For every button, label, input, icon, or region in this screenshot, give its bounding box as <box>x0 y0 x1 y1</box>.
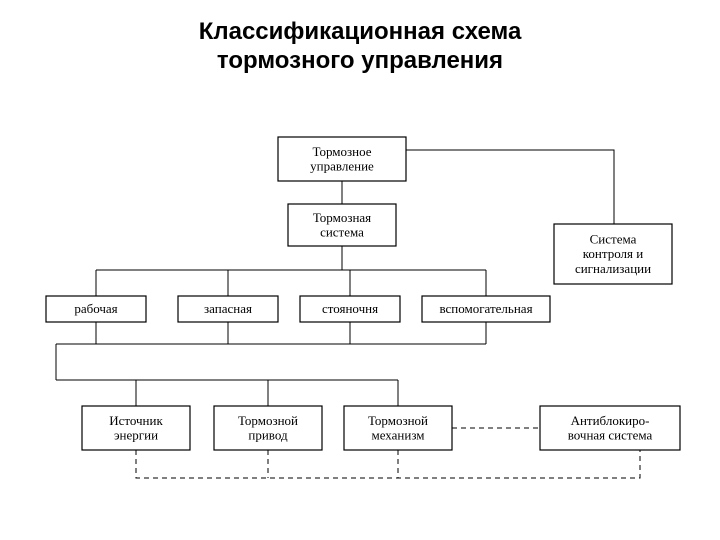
svg-text:Антиблокиро-: Антиблокиро- <box>571 413 650 428</box>
svg-text:Тормозной: Тормозной <box>238 413 298 428</box>
svg-text:привод: привод <box>248 428 288 443</box>
svg-text:вочная система: вочная система <box>568 428 653 443</box>
node-ctrl: Системаконтроля исигнализации <box>554 224 672 284</box>
node-vsp: вспомогательная <box>422 296 550 322</box>
node-prv: Тормознойпривод <box>214 406 322 450</box>
svg-text:Тормозное: Тормозное <box>312 144 371 159</box>
svg-text:вспомогательная: вспомогательная <box>439 301 532 316</box>
node-upr: Тормозноеуправление <box>278 137 406 181</box>
svg-text:энергии: энергии <box>114 428 158 443</box>
svg-text:запасная: запасная <box>204 301 252 316</box>
svg-text:механизм: механизм <box>371 428 424 443</box>
node-sto: стояночня <box>300 296 400 322</box>
svg-text:сигнализации: сигнализации <box>575 261 651 276</box>
svg-text:система: система <box>320 225 364 240</box>
node-sys: Тормознаясистема <box>288 204 396 246</box>
svg-text:рабочая: рабочая <box>74 301 117 316</box>
svg-text:стояночня: стояночня <box>322 301 378 316</box>
classification-diagram: Тормозноеуправление Тормознаясистема Систе… <box>0 0 720 540</box>
svg-text:управление: управление <box>310 159 374 174</box>
node-ist: Источникэнергии <box>82 406 190 450</box>
svg-text:Система: Система <box>590 231 637 246</box>
node-zap: запасная <box>178 296 278 322</box>
node-abs: Антиблокиро-вочная система <box>540 406 680 450</box>
svg-text:Источник: Источник <box>109 413 163 428</box>
svg-text:Тормозной: Тормозной <box>368 413 428 428</box>
node-rab: рабочая <box>46 296 146 322</box>
node-mech: Тормозноймеханизм <box>344 406 452 450</box>
svg-text:Тормозная: Тормозная <box>313 210 371 225</box>
svg-text:контроля и: контроля и <box>583 246 643 261</box>
